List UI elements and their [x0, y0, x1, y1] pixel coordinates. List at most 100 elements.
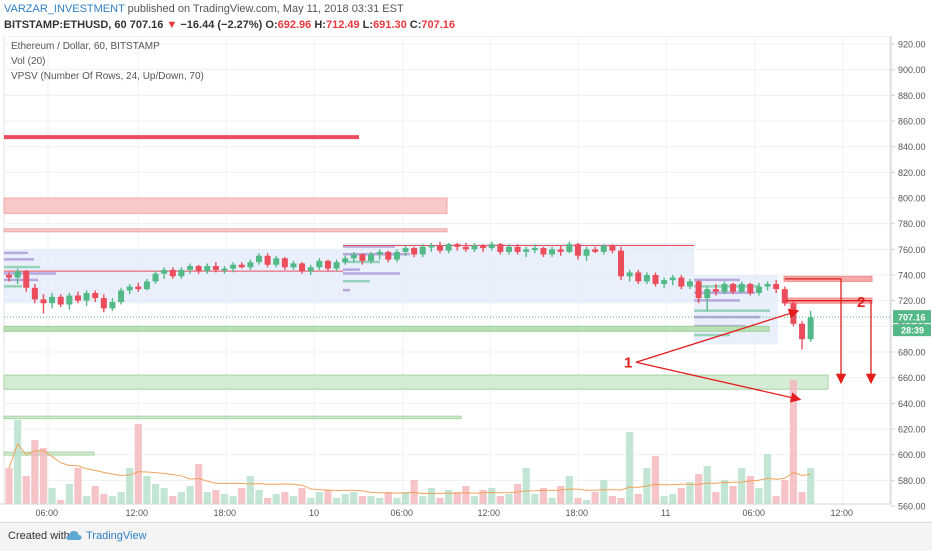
price-tick-label: 820.00 — [898, 168, 926, 178]
price-tick-label: 780.00 — [898, 219, 926, 229]
candle — [204, 263, 211, 274]
volume-bar — [634, 494, 642, 504]
low-label: L: — [362, 19, 374, 31]
price-tick-label: 660.00 — [898, 373, 926, 383]
volume-bar — [531, 494, 539, 504]
volume-profile-bar — [343, 288, 350, 292]
volume-bar — [470, 496, 479, 504]
candle — [549, 246, 556, 258]
volume-bar — [298, 488, 306, 504]
author-link[interactable]: VARZAR_INVESTMENT — [4, 3, 125, 15]
volume-bar — [712, 492, 720, 504]
volume-bar — [186, 486, 194, 504]
volume-bar — [600, 480, 608, 504]
candle-body — [169, 269, 176, 277]
candle — [126, 283, 133, 295]
volume-bar — [229, 496, 237, 504]
price-tick-label: 680.00 — [898, 348, 926, 358]
price-tick-label: 860.00 — [898, 117, 926, 127]
volume-bar — [57, 500, 65, 504]
volume-bar — [401, 492, 410, 504]
volume-profile-bar — [343, 272, 400, 275]
candle-body — [540, 248, 547, 255]
candle-body — [531, 248, 538, 251]
price-tick-label: 600.00 — [898, 450, 926, 460]
price-tick-label: 560.00 — [898, 502, 926, 512]
green-thin-level — [3, 415, 462, 420]
candle-body — [221, 268, 228, 271]
volume-bar — [324, 490, 332, 504]
candle — [221, 266, 228, 274]
candle — [273, 255, 280, 268]
candle-body — [195, 266, 202, 272]
candle — [695, 280, 702, 304]
candle — [807, 310, 814, 342]
candle — [626, 269, 633, 282]
candle-body — [100, 298, 107, 309]
volume-bar — [695, 474, 703, 504]
candle-body — [40, 299, 47, 304]
candle — [514, 244, 521, 255]
candle-body — [299, 263, 306, 272]
time-tick-label: 12:00 — [478, 508, 501, 518]
close-label: C: — [409, 19, 422, 31]
volume-bar — [755, 488, 763, 504]
candle — [290, 260, 297, 270]
volume-bar — [720, 480, 729, 504]
price-tick-label: 840.00 — [898, 142, 926, 152]
volume-profile-bar — [4, 278, 38, 282]
volume-bar — [14, 420, 22, 504]
volume-bar — [169, 496, 177, 504]
volume-bar — [238, 488, 246, 504]
volume-bar — [307, 498, 315, 504]
volume-profile-bar — [343, 279, 370, 283]
volume-bar — [358, 496, 367, 504]
open-label: O: — [265, 19, 278, 31]
volume-profile-bar — [694, 333, 730, 337]
candle-body — [385, 251, 392, 260]
candle-body — [807, 317, 814, 340]
volume-profile-bar — [694, 299, 740, 302]
time-tick-label: 06:00 — [743, 508, 766, 518]
candle — [531, 244, 538, 254]
tradingview-link[interactable]: TradingView — [86, 530, 147, 542]
volume-profile-bar — [694, 309, 770, 312]
time-tick-label: 12:00 — [831, 508, 854, 518]
candle — [738, 281, 745, 293]
candle — [6, 272, 12, 282]
candle — [368, 251, 375, 264]
price-tick-label: 580.00 — [898, 476, 926, 486]
candle — [755, 282, 762, 296]
green-zone-level — [3, 325, 770, 332]
candle — [454, 242, 461, 251]
candle — [592, 246, 599, 254]
candles — [6, 241, 814, 350]
candle-body — [635, 272, 642, 282]
candle — [230, 262, 237, 273]
candle — [643, 272, 650, 284]
volume-bar — [31, 440, 39, 504]
candle — [212, 262, 219, 273]
candle — [281, 257, 288, 270]
volume-bar — [393, 498, 401, 504]
candle-body — [83, 292, 90, 301]
volume-bar — [195, 464, 203, 504]
candle-body — [738, 283, 745, 292]
price-chart[interactable]: 1 2 920.00 900.00 880.00 860.00 840.00 820.00 80… — [0, 36, 932, 520]
candle-body — [454, 244, 461, 247]
volume-bar — [557, 486, 565, 504]
red-zone-level — [3, 197, 448, 214]
volume-bar — [505, 494, 513, 504]
volume-bar — [617, 498, 625, 504]
volume-bar — [151, 484, 160, 504]
volume-bar — [565, 476, 573, 504]
legend-vpsv: VPSV (Number Of Rows, 24, Up/Down, 70) — [11, 71, 204, 82]
chart-area[interactable]: 1 2 920.00 900.00 880.00 860.00 840.00 820.00 80… — [0, 36, 932, 520]
candle-body — [799, 323, 806, 340]
volume-bar — [177, 492, 185, 504]
candle-body — [109, 301, 116, 309]
volume-bar — [738, 468, 746, 504]
price-tick-label: 740.00 — [898, 271, 926, 281]
candle — [583, 246, 590, 261]
candle — [152, 271, 159, 284]
